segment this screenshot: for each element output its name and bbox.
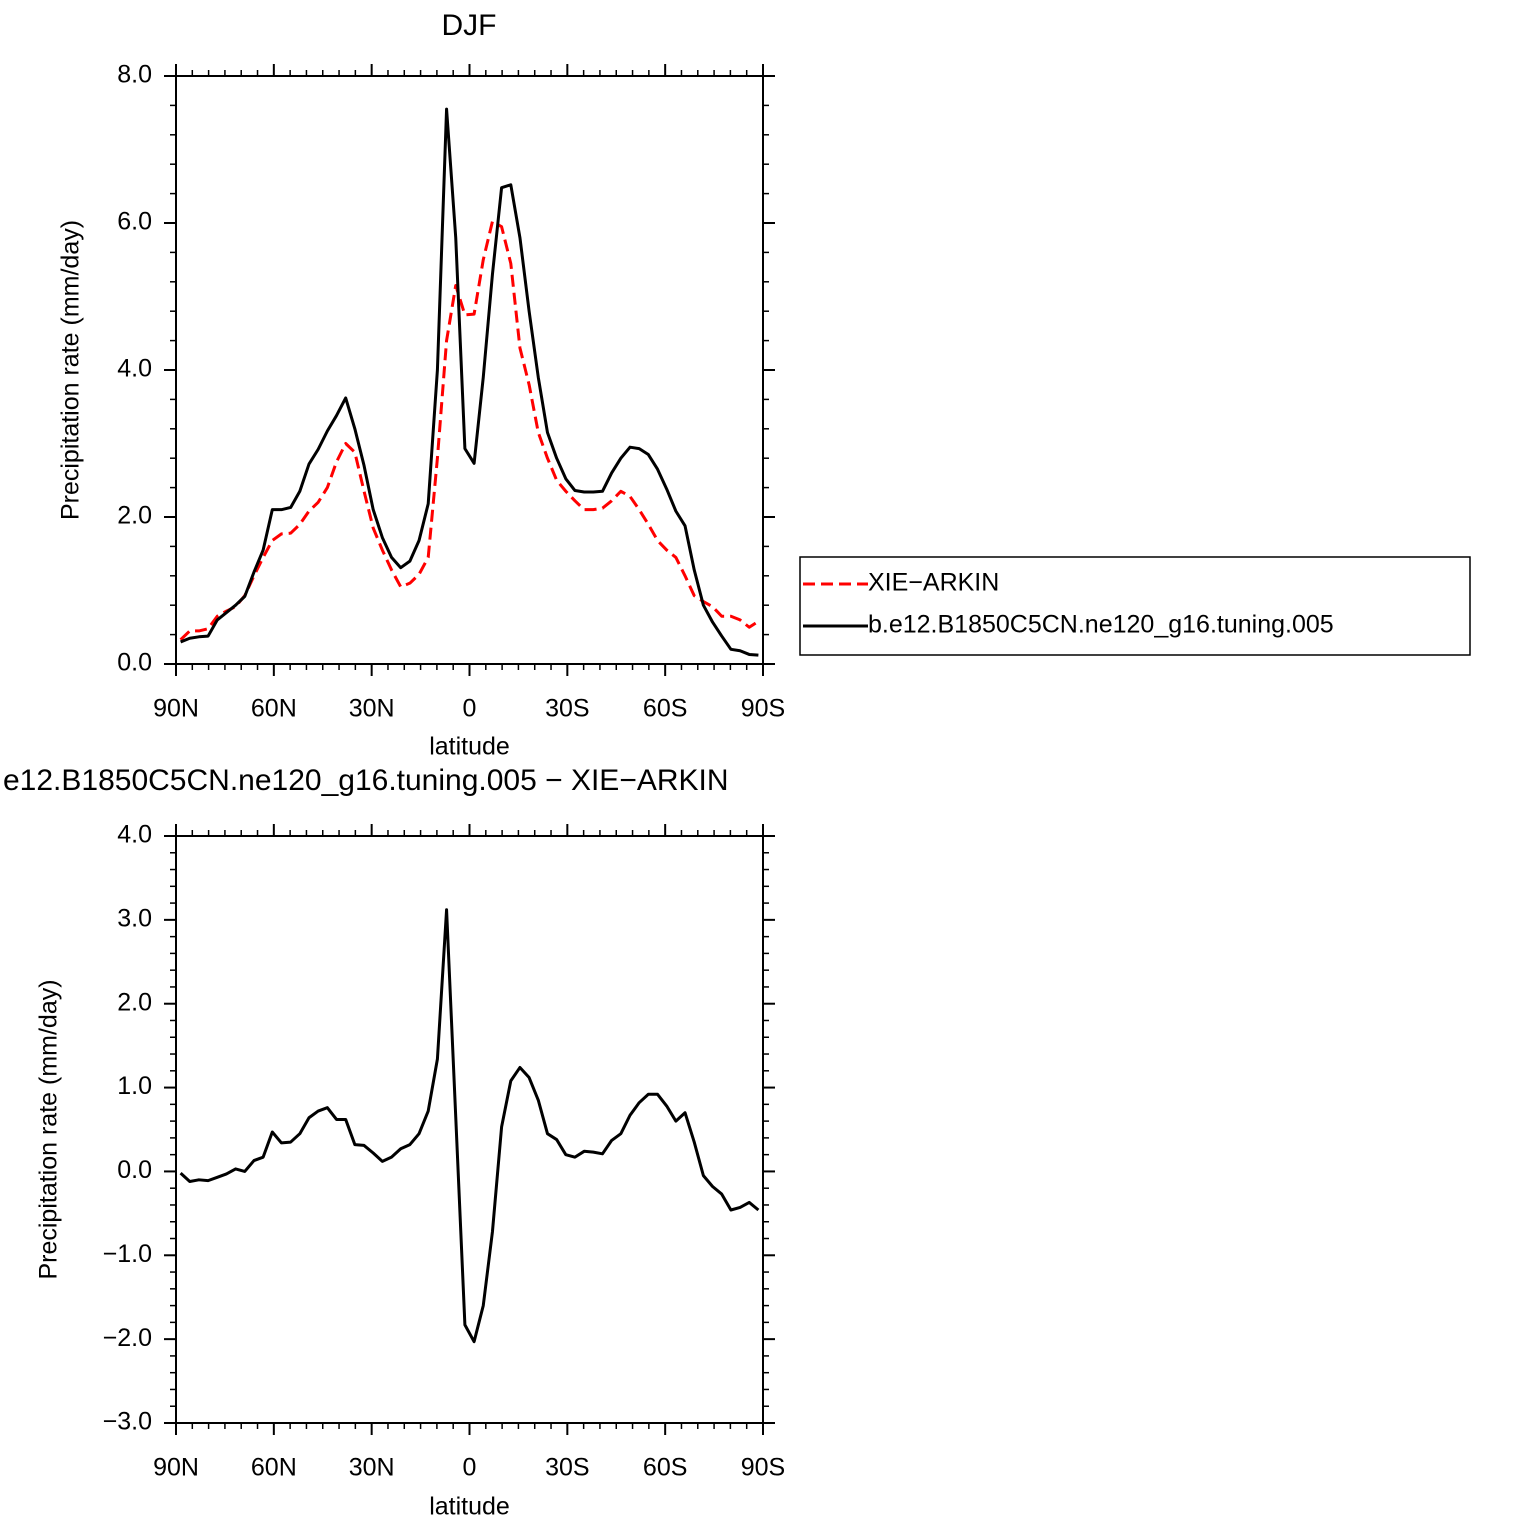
x-tick-label: 30N [349,1454,395,1482]
legend-label: XIE−ARKIN [868,569,999,597]
y-tick-label: 0.0 [117,649,152,677]
y-tick-label: −2.0 [103,1324,152,1352]
y-axis-label: Precipitation rate (mm/day) [57,220,85,520]
y-tick-label: −1.0 [103,1240,152,1268]
x-tick-label: 0 [463,695,477,723]
y-tick-label: 4.0 [117,355,152,383]
y-tick-label: 4.0 [117,821,152,849]
x-tick-label: 60S [643,695,687,723]
x-tick-label: 30S [545,695,589,723]
x-axis-label: latitude [429,1493,510,1521]
plot-frame [175,835,764,1424]
legend-box [799,556,1471,656]
plot-frame [175,75,764,665]
y-tick-label: 1.0 [117,1072,152,1100]
x-tick-label: 90N [153,1454,199,1482]
y-tick-label: 6.0 [117,208,152,236]
y-tick-label: 2.0 [117,502,152,530]
y-tick-label: 8.0 [117,61,152,89]
chart-title: DJF [442,9,497,42]
x-tick-label: 60N [251,695,297,723]
x-tick-label: 60S [643,1454,687,1482]
x-tick-label: 90N [153,695,199,723]
x-axis-label: latitude [429,733,510,761]
data-line [179,220,760,641]
x-tick-label: 0 [463,1454,477,1482]
x-tick-label: 60N [251,1454,297,1482]
data-line [180,107,759,657]
y-tick-label: 0.0 [117,1156,152,1184]
y-tick-label: 2.0 [117,988,152,1016]
legend-label: b.e12.B1850C5CN.ne120_g16.tuning.005 [868,611,1334,639]
y-tick-label: 3.0 [117,904,152,932]
x-tick-label: 30S [545,1454,589,1482]
x-tick-label: 90S [741,1454,785,1482]
y-axis-label: Precipitation rate (mm/day) [35,979,63,1279]
x-tick-label: 90S [741,695,785,723]
x-tick-label: 30N [349,695,395,723]
data-line [179,908,760,1344]
y-tick-label: −3.0 [103,1408,152,1436]
chart-title: e12.B1850C5CN.ne120_g16.tuning.005 − XIE… [3,764,729,797]
